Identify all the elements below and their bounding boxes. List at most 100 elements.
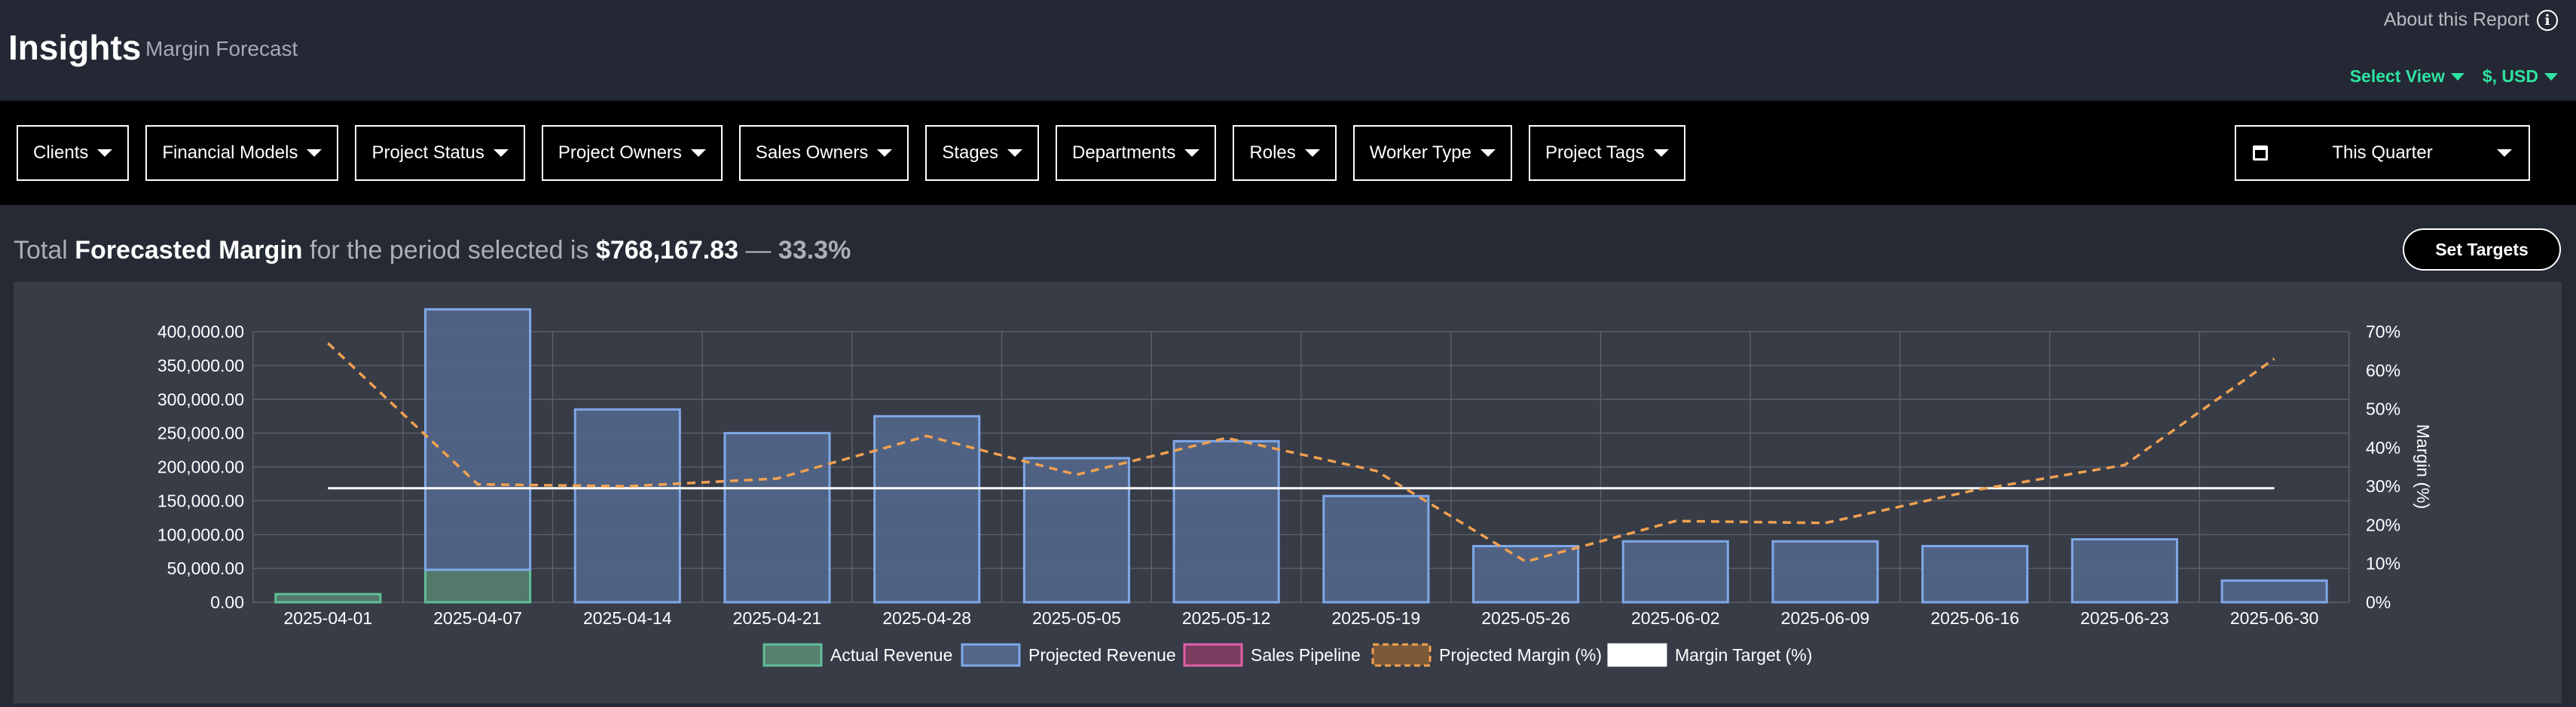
currency-dropdown[interactable]: $, USD [2483, 66, 2558, 87]
chart-lines [327, 342, 2275, 564]
y-tick-label: 50,000.00 [167, 559, 244, 578]
projected-revenue-bar[interactable] [1621, 540, 1729, 604]
summary-value: $768,167.83 [595, 236, 739, 265]
projected-revenue-bar[interactable] [1921, 545, 2029, 604]
legend-sales-pipeline-label[interactable]: Sales Pipeline [1251, 645, 1361, 665]
select-view-label: Select View [2349, 66, 2445, 86]
select-view-dropdown[interactable]: Select View [2350, 66, 2464, 87]
projected-revenue-bar[interactable] [573, 408, 681, 604]
projected-revenue-bar[interactable] [873, 415, 981, 604]
legend-sales-pipeline-swatch[interactable] [1183, 643, 1243, 667]
x-tick-label: 2025-05-26 [1481, 608, 1570, 628]
filter-list: Clients Financial Models Project Status … [17, 125, 1685, 181]
chevron-down-icon [1480, 149, 1496, 157]
filter-worker-type[interactable]: Worker Type [1352, 125, 1512, 181]
y2-axis-label: Margin (%) [2413, 424, 2433, 509]
page-title: Insights [8, 28, 142, 67]
projected-margin-line[interactable] [327, 342, 2275, 564]
chevron-down-icon [877, 149, 893, 157]
legend-projected-revenue-swatch[interactable] [961, 643, 1021, 667]
x-tick-label: 2025-04-14 [583, 608, 672, 628]
projected-revenue-bar[interactable] [1172, 439, 1280, 604]
filter-label: Project Tags [1545, 142, 1645, 163]
y-tick-label: 100,000.00 [157, 525, 244, 544]
projected-revenue-bar[interactable] [1472, 545, 1580, 604]
chevron-down-icon [493, 149, 509, 157]
legend-projected-margin-swatch[interactable] [1371, 643, 1432, 667]
chevron-down-icon [1184, 149, 1200, 157]
chevron-down-icon [97, 149, 113, 157]
y-tick-label: 350,000.00 [157, 356, 244, 375]
y-axis-ticks: 0.00 50,000.00 100,000.00 150,000.00 200,000… [157, 322, 244, 612]
legend-margin-target-swatch[interactable] [1607, 643, 1667, 667]
filter-project-owners[interactable]: Project Owners [541, 125, 723, 181]
filter-clients[interactable]: Clients [17, 125, 130, 181]
y2-axis-ticks: 0% 10% 20% 30% 40% 50% 60% 70% [2366, 322, 2400, 612]
x-tick-label: 2025-05-05 [1032, 608, 1121, 628]
x-tick-label: 2025-05-12 [1182, 608, 1271, 628]
legend-projected-revenue-label[interactable]: Projected Revenue [1028, 645, 1176, 665]
filter-roles[interactable]: Roles [1233, 125, 1337, 181]
projected-revenue-bar[interactable] [1322, 494, 1430, 604]
projected-revenue-bar[interactable] [723, 432, 831, 604]
filter-departments[interactable]: Departments [1056, 125, 1217, 181]
x-tick-label: 2025-06-02 [1631, 608, 1720, 628]
chevron-down-icon [1304, 149, 1320, 157]
chart-legend: Actual Revenue Projected Revenue Sales Pip… [762, 643, 1812, 667]
summary-middle: for the period selected is [310, 236, 589, 265]
filter-financial-models[interactable]: Financial Models [145, 125, 339, 181]
legend-margin-target-label[interactable]: Margin Target (%) [1675, 645, 1812, 665]
date-range-dropdown[interactable]: This Quarter [2235, 125, 2530, 181]
y-tick-label: 200,000.00 [157, 458, 244, 477]
page-subtitle: Margin Forecast [145, 37, 298, 60]
projected-revenue-bar[interactable] [424, 308, 532, 571]
report-header: Insights Margin Forecast About this Repo… [0, 0, 2576, 101]
chevron-down-icon [690, 149, 706, 157]
chevron-down-icon [2544, 72, 2558, 81]
x-tick-label: 2025-06-16 [1930, 608, 2019, 628]
chevron-down-icon [1653, 149, 1669, 157]
filter-sales-owners[interactable]: Sales Owners [738, 125, 909, 181]
actual-revenue-bar[interactable] [274, 592, 382, 604]
currency-label: $, USD [2482, 66, 2538, 86]
y2-tick-label: 20% [2366, 515, 2400, 534]
y-tick-label: 150,000.00 [157, 491, 244, 510]
filter-label: Project Owners [558, 142, 682, 163]
projected-revenue-bar[interactable] [1022, 457, 1130, 604]
chart-bars [274, 308, 2328, 604]
y2-tick-label: 40% [2366, 438, 2400, 458]
filter-stages[interactable]: Stages [925, 125, 1040, 181]
chevron-down-icon [307, 149, 322, 157]
filter-label: Stages [942, 142, 999, 163]
about-report-link[interactable]: About this Report i [2384, 9, 2558, 31]
chart-grid [252, 331, 2350, 603]
info-icon: i [2537, 9, 2558, 31]
legend-actual-revenue-label[interactable]: Actual Revenue [830, 645, 952, 665]
set-targets-button[interactable]: Set Targets [2403, 228, 2561, 271]
filter-project-status[interactable]: Project Status [355, 125, 525, 181]
actual-revenue-bar[interactable] [424, 568, 532, 604]
projected-revenue-bar[interactable] [2070, 538, 2178, 604]
y2-tick-label: 70% [2366, 322, 2400, 341]
legend-actual-revenue-swatch[interactable] [762, 643, 823, 667]
filter-label: Clients [33, 142, 89, 163]
x-tick-label: 2025-06-23 [2080, 608, 2169, 628]
chart-panel: 0.00 50,000.00 100,000.00 150,000.00 200,000… [14, 282, 2562, 703]
x-axis-ticks: 2025-04-01 2025-04-07 2025-04-14 2025-04-21… [284, 608, 2319, 628]
y-tick-label: 250,000.00 [157, 424, 244, 443]
x-tick-label: 2025-04-07 [433, 608, 522, 628]
legend-projected-margin-label[interactable]: Projected Margin (%) [1439, 645, 1602, 665]
view-controls: Select View $, USD [2350, 66, 2558, 87]
filter-label: Financial Models [162, 142, 298, 163]
filter-label: Departments [1072, 142, 1176, 163]
projected-revenue-bar[interactable] [1771, 540, 1879, 604]
chevron-down-icon [1007, 149, 1023, 157]
y-tick-label: 300,000.00 [157, 390, 244, 409]
filter-project-tags[interactable]: Project Tags [1528, 125, 1685, 181]
chevron-down-icon [2497, 149, 2512, 157]
projected-revenue-bar[interactable] [2220, 579, 2328, 604]
y2-tick-label: 50% [2366, 399, 2400, 419]
y2-tick-label: 60% [2366, 360, 2400, 380]
filter-label: Roles [1249, 142, 1296, 163]
summary-percent: 33.3% [778, 236, 851, 265]
